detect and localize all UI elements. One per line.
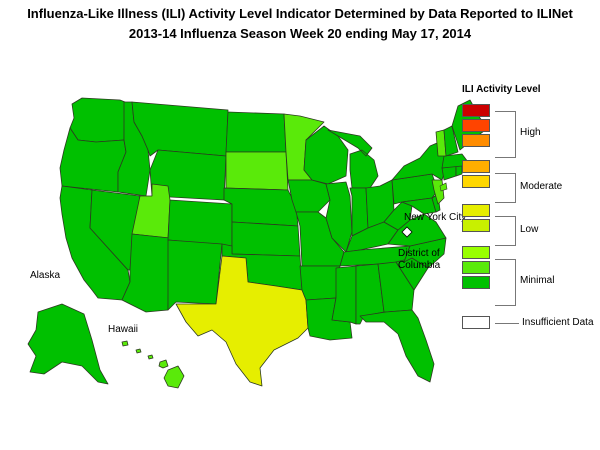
legend-swatch-level-4 bbox=[462, 219, 490, 232]
legend-bracket-high bbox=[495, 111, 516, 158]
legend-swatch-level-6 bbox=[462, 175, 490, 188]
state-wisconsin bbox=[303, 125, 349, 185]
legend-swatch-level-0 bbox=[462, 316, 490, 329]
legend-swatch-level-5 bbox=[462, 204, 490, 217]
state-wyoming bbox=[149, 149, 227, 201]
state-iowa bbox=[287, 179, 331, 213]
state-colorado bbox=[167, 199, 233, 247]
legend-swatch-level-7 bbox=[462, 160, 490, 173]
legend-title: ILI Activity Level bbox=[462, 84, 541, 95]
legend-label-insufficient: Insufficient Data bbox=[522, 317, 594, 328]
map-title: Influenza-Like Illness (ILI) Activity Le… bbox=[27, 6, 573, 21]
dc-marker-icon bbox=[401, 226, 413, 238]
state-north-dakota bbox=[225, 111, 287, 153]
legend-swatch-level-8 bbox=[462, 134, 490, 147]
state-arkansas bbox=[299, 265, 341, 301]
legend-bracket-moderate bbox=[495, 173, 516, 203]
legend-label-low: Low bbox=[520, 224, 539, 235]
state-indiana bbox=[349, 187, 369, 237]
alaska-label: Alaska bbox=[30, 270, 61, 281]
dc-label-line2: Columbia bbox=[398, 260, 441, 271]
state-washington bbox=[69, 97, 126, 143]
state-florida bbox=[359, 309, 435, 383]
state-new-mexico bbox=[167, 239, 223, 311]
nyc-label: New York City bbox=[404, 212, 467, 223]
legend-swatch-level-10 bbox=[462, 104, 490, 117]
legend-swatch-level-1 bbox=[462, 276, 490, 289]
dc-label-line1: District of bbox=[398, 248, 440, 259]
state-hawaii bbox=[121, 340, 185, 389]
map-subtitle: 2013-14 Influenza Season Week 20 ending … bbox=[128, 26, 472, 41]
legend-swatch-level-2 bbox=[462, 261, 490, 274]
legend-connector-insufficient bbox=[495, 323, 519, 324]
state-michigan bbox=[327, 129, 379, 189]
state-kansas bbox=[231, 221, 301, 257]
legend-label-high: High bbox=[520, 127, 541, 138]
legend-label-moderate: Moderate bbox=[520, 181, 563, 192]
legend-swatch-level-9 bbox=[462, 119, 490, 132]
legend-bracket-low bbox=[495, 216, 516, 246]
state-nebraska bbox=[223, 187, 299, 227]
state-maryland bbox=[401, 197, 437, 215]
state-mississippi bbox=[331, 265, 357, 325]
legend-swatch-level-3 bbox=[462, 246, 490, 259]
state-alaska bbox=[27, 303, 109, 385]
state-south-dakota bbox=[225, 151, 289, 191]
state-new-hampshire bbox=[443, 125, 459, 157]
hawaii-label: Hawaii bbox=[108, 324, 139, 335]
legend-label-minimal: Minimal bbox=[520, 275, 555, 286]
nyc-marker bbox=[439, 182, 448, 192]
legend-bracket-minimal bbox=[495, 259, 516, 306]
state-texas bbox=[175, 255, 309, 387]
